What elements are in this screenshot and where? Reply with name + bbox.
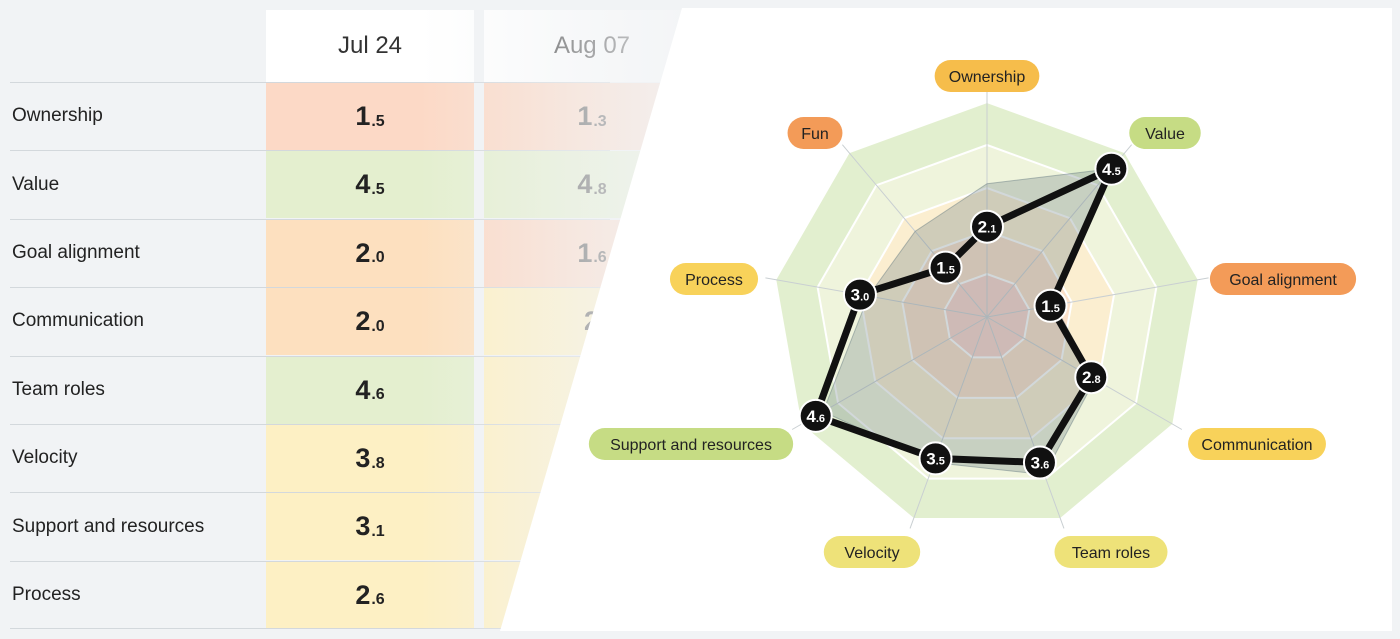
data-label: 4.6 — [806, 407, 825, 426]
row-label: Process — [12, 584, 81, 605]
data-point — [1033, 288, 1068, 323]
score-integer: 1 — [355, 101, 371, 131]
row-label: Goal alignment — [12, 242, 140, 263]
data-label: 2.8 — [1082, 368, 1101, 387]
axis-label: Communication — [1201, 437, 1312, 454]
axis-label-badge — [787, 117, 843, 149]
data-label: 4.5 — [1102, 160, 1121, 179]
axis-label-badge — [1188, 428, 1326, 460]
axis-label-badge — [934, 60, 1040, 92]
row-divider — [10, 287, 610, 289]
data-point — [1094, 151, 1129, 186]
data-point — [918, 441, 953, 476]
axis-label: Velocity — [844, 545, 899, 562]
row-label: Velocity — [12, 447, 78, 469]
axis-label-badge — [1209, 263, 1357, 295]
data-point — [842, 277, 877, 312]
row-divider — [10, 82, 610, 83]
score-integer: 3 — [355, 511, 371, 542]
axis-label-badge — [1054, 536, 1168, 568]
axis-label-badge — [823, 536, 921, 568]
axis-label: Process — [685, 272, 743, 289]
row-label: Support and resources — [12, 515, 205, 537]
data-label: 3.6 — [1031, 453, 1050, 472]
data-point — [798, 398, 833, 433]
data-point — [928, 250, 963, 285]
axis-label: Ownership — [949, 69, 1026, 86]
score-decimal: .5 — [371, 180, 385, 198]
data-point — [1022, 445, 1057, 480]
radar-spoke — [841, 144, 988, 318]
score-decimal: .6 — [371, 591, 385, 609]
score-decimal: .0 — [371, 317, 385, 335]
axis-label-badge — [1129, 117, 1201, 149]
data-label: 3.0 — [851, 286, 870, 305]
data-point — [970, 209, 1004, 244]
data-label: 2.1 — [978, 218, 997, 237]
data-label: 3.5 — [926, 449, 945, 468]
axis-label: Value — [1145, 126, 1185, 143]
row-label: Ownership — [12, 105, 103, 127]
score-decimal: .0 — [371, 249, 385, 267]
data-label: 1.5 — [1041, 297, 1060, 316]
data-label: 1.5 — [936, 259, 955, 278]
row-label: Value — [12, 173, 60, 195]
score-decimal: .1 — [371, 522, 385, 540]
score-integer: 3 — [355, 443, 371, 473]
radar-spoke — [909, 316, 988, 529]
axis-label: Support and resources — [610, 437, 772, 454]
row-label: Team roles — [12, 378, 105, 400]
row-divider — [10, 492, 610, 494]
row-divider — [10, 150, 610, 152]
row-divider — [10, 560, 610, 562]
row-divider — [10, 355, 610, 357]
score-integer: 2 — [355, 579, 371, 610]
score-integer: 4 — [355, 169, 371, 200]
row-divider — [10, 628, 610, 630]
row-divider — [10, 218, 610, 220]
score-decimal: .8 — [371, 454, 385, 472]
axis-label-badge — [669, 263, 759, 295]
row-divider — [10, 424, 610, 425]
axis-label-badge — [588, 428, 794, 460]
row-label: Communication — [12, 310, 144, 332]
score-integer: 2 — [355, 306, 371, 337]
score-decimal: .5 — [371, 112, 385, 130]
data-point — [1074, 360, 1109, 395]
radar-spoke — [986, 277, 1209, 318]
score-decimal: .6 — [371, 386, 385, 404]
axis-label: Team roles — [1072, 545, 1150, 562]
axis-label: Fun — [801, 126, 829, 143]
radar-spoke — [986, 316, 1065, 529]
score-integer: 2 — [355, 237, 371, 268]
series-line — [812, 165, 1115, 466]
score-integer: 4 — [355, 374, 371, 405]
axis-label: Goal alignment — [1229, 272, 1337, 289]
